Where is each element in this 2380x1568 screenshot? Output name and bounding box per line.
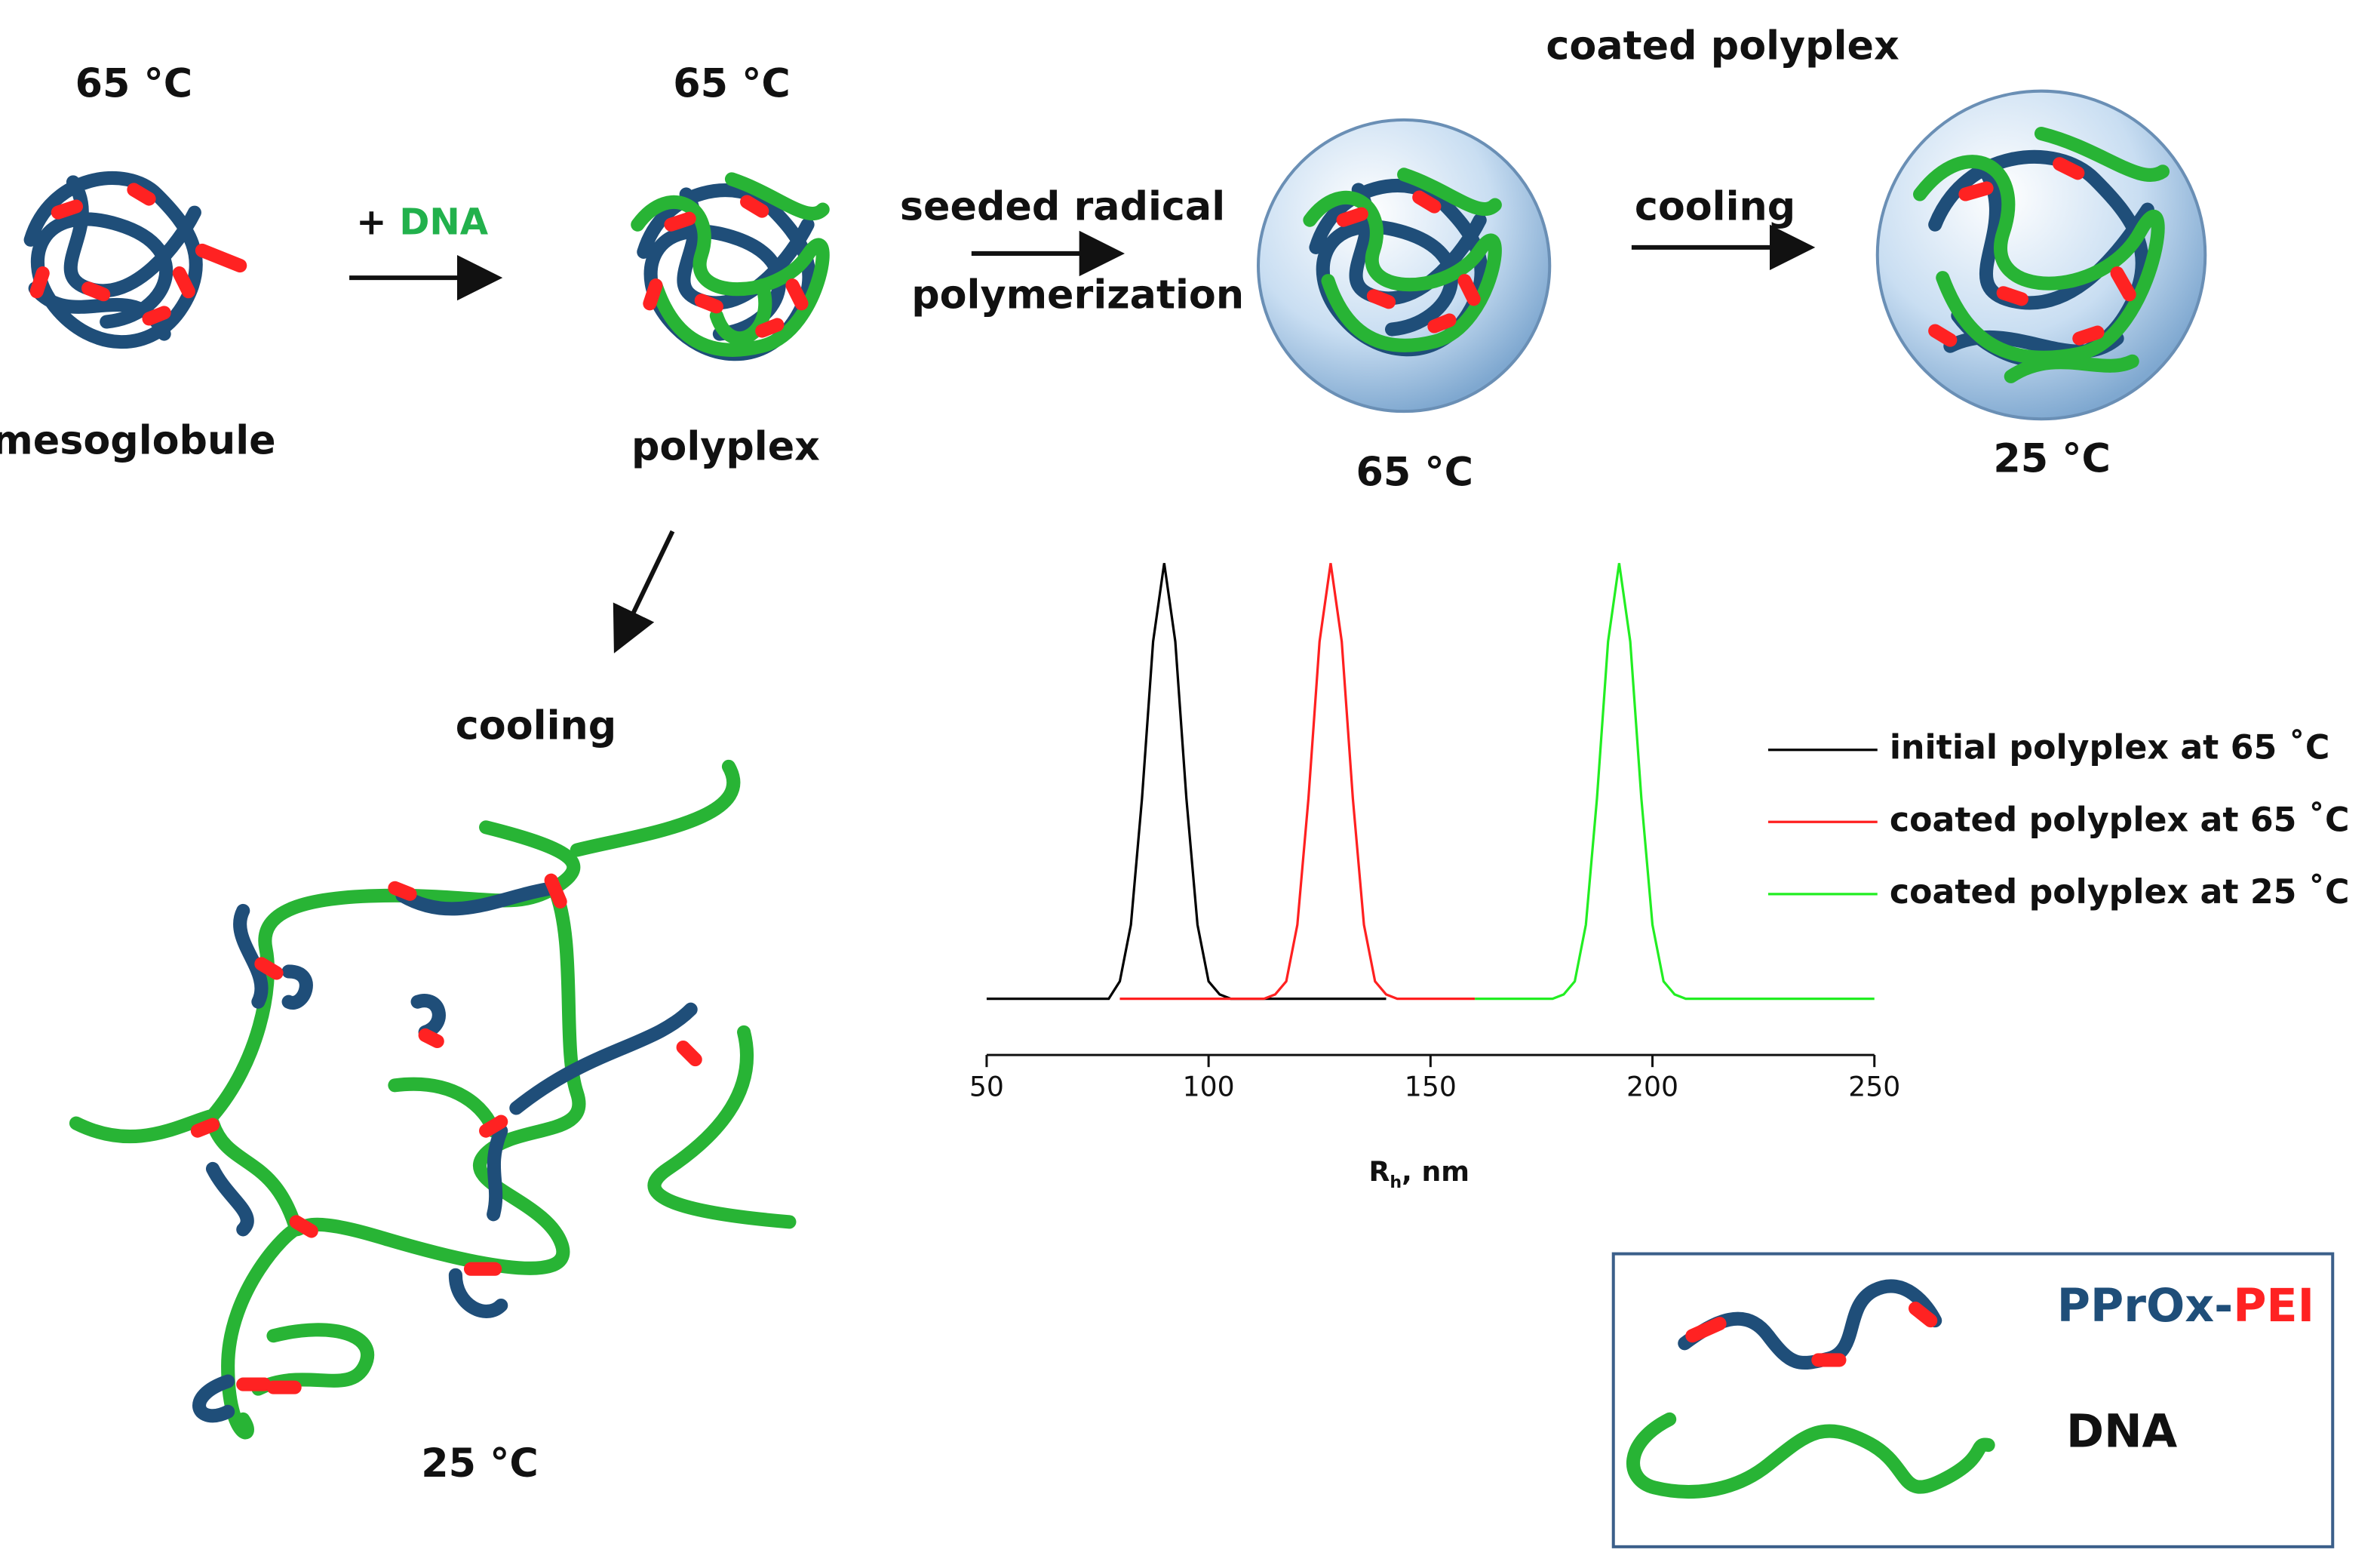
swollen-polyplex-graphic	[1875, 89, 2207, 421]
key-label: DNA	[2066, 1406, 2178, 1459]
coated-polyplex-graphic	[1257, 118, 1552, 414]
x-tick-label: 150	[1405, 1070, 1457, 1102]
arrow	[613, 530, 675, 653]
x-tick-label: 250	[1848, 1070, 1900, 1102]
x-tick-label: 100	[1183, 1070, 1235, 1102]
stage-label: polyplex	[631, 423, 820, 469]
data-line	[1119, 563, 1476, 1001]
x-axis-label: Rh, nm	[1369, 1155, 1469, 1192]
x-label-symbol: R	[1369, 1155, 1390, 1188]
key-label: PPrOx-PEI	[2057, 1280, 2314, 1333]
polyplex-graphic	[631, 172, 830, 361]
x-tick-label: 50	[969, 1070, 1004, 1102]
dna-label: DNA	[399, 201, 488, 244]
plus-sign: +	[356, 201, 386, 244]
step-label: cooling	[456, 703, 616, 749]
key-pprox: PPrOx-	[2057, 1280, 2233, 1333]
x-label-unit: , nm	[1402, 1155, 1469, 1188]
legend-label: coated polyplex at 25 ˚C	[1890, 873, 2350, 912]
key-pei: PEI	[2233, 1280, 2314, 1333]
data-line	[986, 563, 1387, 1001]
temperature-label: 65 °C	[75, 61, 193, 107]
stage-label: coated polyplex	[1546, 23, 1899, 69]
key-polymer-icon	[1685, 1301, 1938, 1367]
x-tick-label: 200	[1626, 1070, 1678, 1102]
temperature-label: 25 °C	[421, 1440, 539, 1487]
stage-label: mesoglobule	[0, 417, 276, 463]
legend-label: coated polyplex at 65 ˚C	[1890, 801, 2350, 839]
dissociated-network-graphic	[69, 759, 797, 1440]
temperature-label: 25 °C	[1993, 436, 2111, 482]
key-box	[1611, 1252, 2335, 1548]
temperature-label: 65 °C	[673, 61, 791, 107]
mesoglobule-graphic	[23, 171, 247, 349]
temperature-label: 65 °C	[1356, 450, 1473, 496]
x-label-subscript: h	[1390, 1173, 1402, 1192]
step-label: polymerization	[911, 272, 1244, 318]
step-label: cooling	[1635, 184, 1795, 230]
step-label: seeded radical	[900, 184, 1225, 230]
key-dna-icon	[1626, 1412, 1995, 1499]
data-line	[1475, 563, 1875, 1001]
legend-label: initial polyplex at 65 ˚C	[1890, 729, 2329, 767]
step-label: + DNA	[356, 201, 489, 244]
